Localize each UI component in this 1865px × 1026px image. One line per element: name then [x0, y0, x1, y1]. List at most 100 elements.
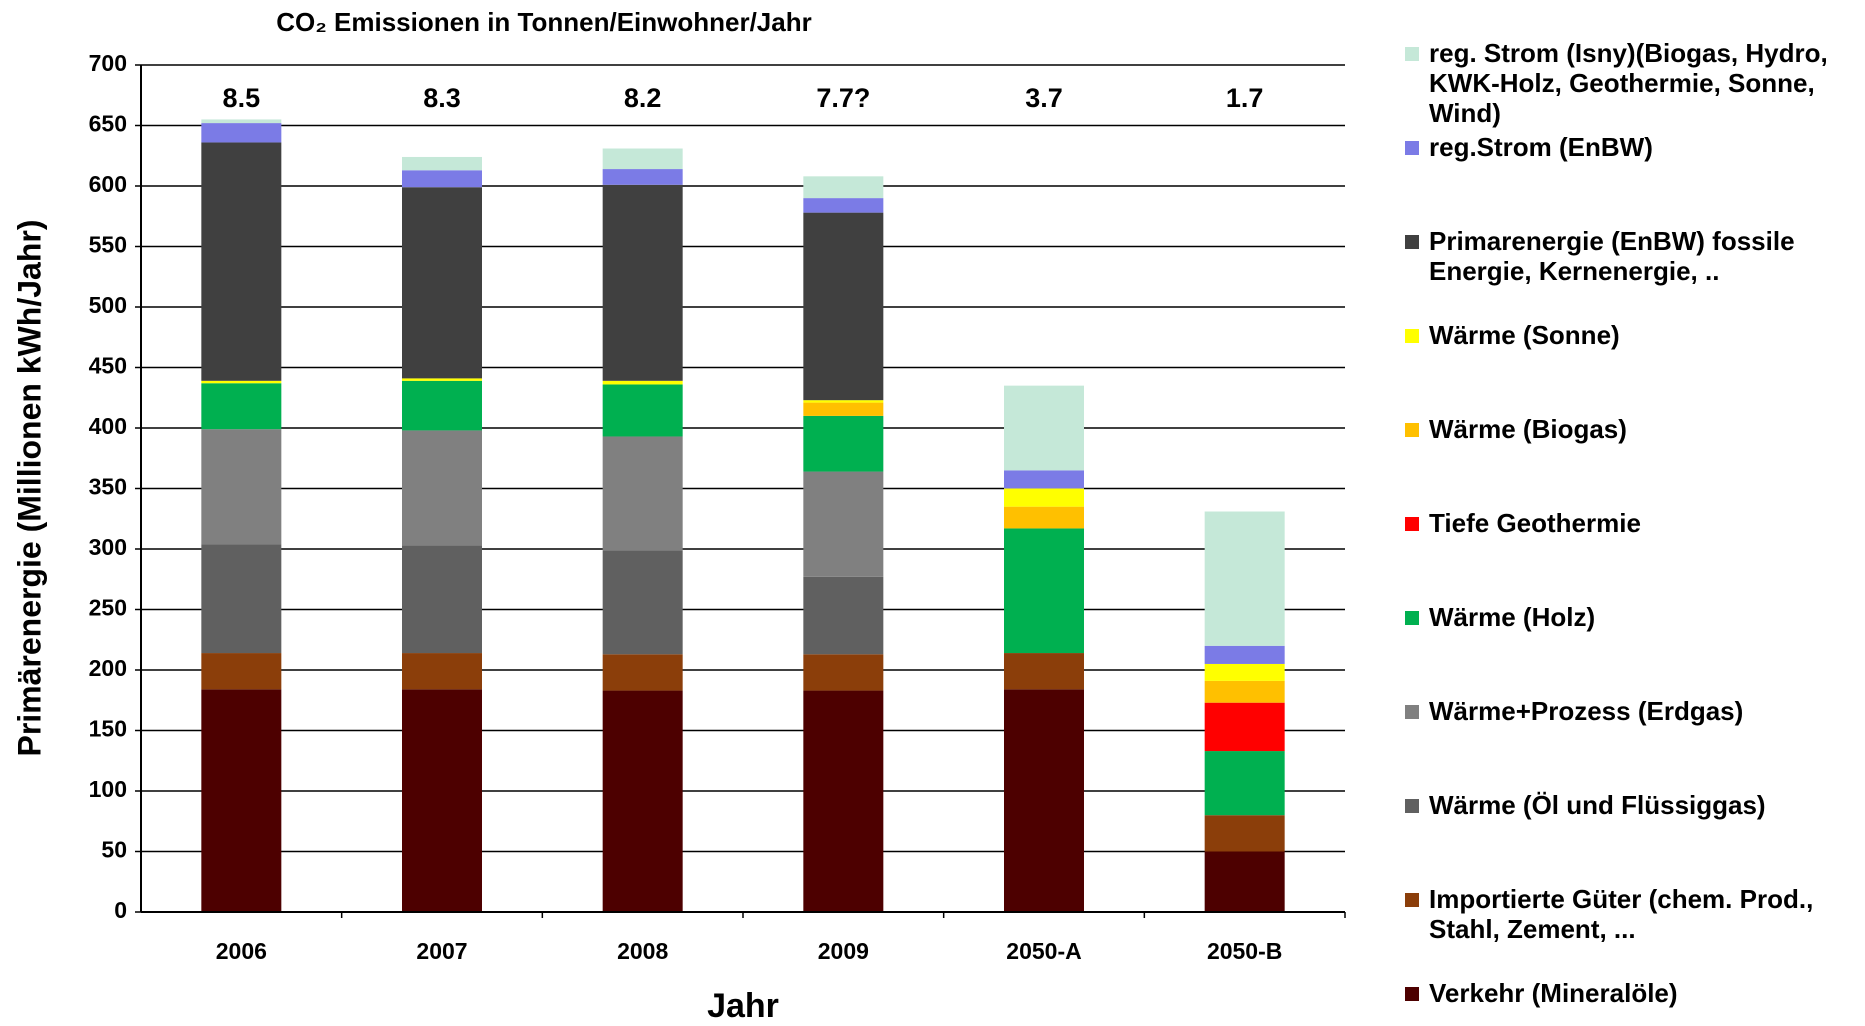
- bar-segment: [1204, 751, 1285, 816]
- y-tick-label: 500: [89, 292, 127, 318]
- bar-segment: [803, 198, 884, 213]
- bar-segment: [602, 380, 683, 385]
- y-tick-label: 300: [89, 534, 127, 560]
- legend-label: Wärme (Sonne): [1429, 320, 1620, 350]
- bar-segment: [402, 689, 482, 912]
- y-tick-label: 0: [114, 897, 127, 923]
- bar-segment: [402, 187, 482, 379]
- y-tick-label: 400: [89, 413, 127, 439]
- y-tick-label: 650: [89, 111, 127, 137]
- legend-swatch: [1405, 141, 1419, 155]
- bar-segment: [803, 576, 884, 655]
- y-tick-label: 700: [89, 50, 127, 76]
- bar-segment: [803, 471, 884, 577]
- bar-segment: [201, 689, 282, 912]
- y-tick-label: 350: [89, 474, 127, 500]
- legend-swatch: [1405, 705, 1419, 719]
- legend-item: reg. Strom (Isny)(Biogas, Hydro, KWK-Hol…: [1405, 38, 1860, 128]
- y-tick-label: 600: [89, 171, 127, 197]
- legend-label: Primarenergie (EnBW) fossile Energie, Ke…: [1429, 226, 1795, 286]
- legend-swatch: [1405, 423, 1419, 437]
- bar-segment: [402, 156, 482, 171]
- legend-swatch: [1405, 611, 1419, 625]
- bar-segment: [803, 690, 884, 912]
- bar-segment: [602, 169, 683, 185]
- x-tick-label: 2006: [216, 938, 267, 964]
- legend-label: Wärme+Prozess (Erdgas): [1429, 696, 1744, 726]
- bar-segment: [201, 119, 282, 124]
- bar-segment: [602, 436, 683, 551]
- y-tick-label: 250: [89, 595, 127, 621]
- bar-label: 8.3: [423, 83, 461, 113]
- bar-segment: [803, 415, 884, 472]
- bar-segment: [201, 383, 282, 430]
- bar-segment: [803, 176, 884, 199]
- x-tick-label: 2007: [416, 938, 467, 964]
- legend-item: Wärme (Öl und Flüssiggas): [1405, 790, 1860, 820]
- bar-segment: [1204, 702, 1285, 752]
- legend-label: Tiefe Geothermie: [1429, 508, 1641, 538]
- bar-segment: [201, 544, 282, 654]
- legend-swatch: [1405, 235, 1419, 249]
- bar-segment: [1004, 506, 1084, 529]
- bar-segment: [803, 212, 884, 401]
- bar-segment: [1004, 653, 1084, 690]
- legend-label: reg. Strom (Isny)(Biogas, Hydro, KWK-Hol…: [1429, 38, 1828, 128]
- bar-label: 8.2: [624, 83, 662, 113]
- bar-segment: [1204, 663, 1285, 681]
- bar-segment: [1004, 385, 1084, 471]
- legend-swatch: [1405, 329, 1419, 343]
- bar-segment: [201, 123, 282, 143]
- x-tick-label: 2050-B: [1207, 938, 1282, 964]
- bar-segment: [402, 545, 482, 654]
- legend-swatch: [1405, 987, 1419, 1001]
- x-tick-label: 2050-A: [1006, 938, 1081, 964]
- bar-segment: [602, 184, 683, 381]
- bar-segment: [1204, 815, 1285, 852]
- legend-item: Tiefe Geothermie: [1405, 508, 1860, 538]
- x-tick-label: 2009: [818, 938, 869, 964]
- legend-item: reg.Strom (EnBW): [1405, 132, 1860, 162]
- chart-title: CO₂ Emissionen in Tonnen/Einwohner/Jahr: [276, 7, 811, 37]
- bar-segment: [402, 430, 482, 546]
- x-axis-label: Jahr: [707, 987, 779, 1025]
- bar-segment: [1204, 511, 1285, 646]
- bar-segment: [1204, 645, 1285, 664]
- legend-item: Importierte Güter (chem. Prod., Stahl, Z…: [1405, 884, 1860, 944]
- legend-item: Wärme (Holz): [1405, 602, 1860, 632]
- bar-segment: [402, 378, 482, 381]
- legend-item: Wärme (Sonne): [1405, 320, 1860, 350]
- bar-label: 8.5: [223, 83, 261, 113]
- bar-segment: [602, 690, 683, 912]
- bar-segment: [602, 384, 683, 437]
- bar-segment: [201, 429, 282, 545]
- bar-segment: [402, 380, 482, 431]
- y-tick-label: 50: [101, 837, 127, 863]
- x-tick-label: 2008: [617, 938, 668, 964]
- bar-segment: [602, 148, 683, 170]
- bar-segment: [1004, 470, 1084, 489]
- bar-segment: [1004, 488, 1084, 507]
- y-tick-label: 150: [89, 716, 127, 742]
- bar-segment: [402, 170, 482, 188]
- legend-swatch: [1405, 893, 1419, 907]
- legend-swatch: [1405, 47, 1419, 61]
- legend-item: Verkehr (Mineralöle): [1405, 978, 1860, 1008]
- bar-segment: [201, 380, 282, 384]
- legend-label: Wärme (Biogas): [1429, 414, 1627, 444]
- bar-label: 1.7: [1226, 83, 1264, 113]
- bar-label: 7.7?: [816, 83, 870, 113]
- legend-item: Primarenergie (EnBW) fossile Energie, Ke…: [1405, 226, 1860, 286]
- y-tick-label: 550: [89, 232, 127, 258]
- bar-segment: [602, 550, 683, 655]
- bar-segment: [803, 400, 884, 403]
- bar-segment: [803, 654, 884, 691]
- bar-segment: [201, 142, 282, 381]
- y-tick-label: 100: [89, 776, 127, 802]
- legend-label: Importierte Güter (chem. Prod., Stahl, Z…: [1429, 884, 1814, 944]
- bar-segment: [1004, 528, 1084, 654]
- legend-item: Wärme (Biogas): [1405, 414, 1860, 444]
- bar-segment: [402, 653, 482, 690]
